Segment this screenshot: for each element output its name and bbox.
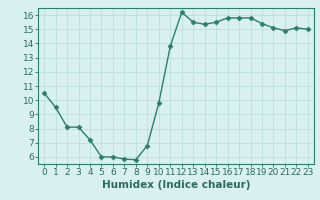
X-axis label: Humidex (Indice chaleur): Humidex (Indice chaleur) (102, 180, 250, 190)
